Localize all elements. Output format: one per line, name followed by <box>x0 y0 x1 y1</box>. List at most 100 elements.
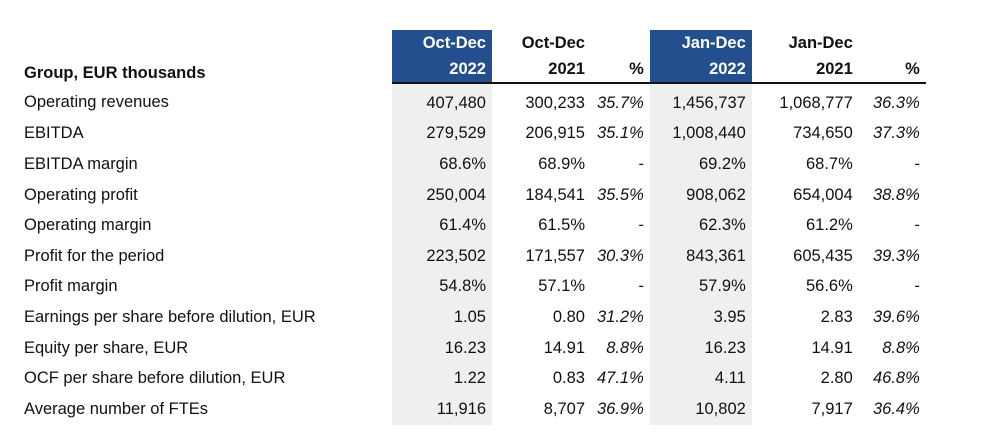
cell-jan-dec-2022: 3.95 <box>649 302 752 333</box>
cell-year-change: 46.8% <box>873 369 920 388</box>
cell-quarter-change: 31.2% <box>597 307 644 326</box>
table-row: EBITDA margin 68.6% 68.9% - 69.2% 68.7% … <box>18 149 926 180</box>
row-label: Equity per share, EUR <box>24 338 189 357</box>
cell-jan-dec-2021: 61.2% <box>806 216 853 235</box>
header-year-2021-y: 2021 <box>751 56 859 84</box>
cell-jan-dec-2021: 2.83 <box>820 307 853 326</box>
cell-oct-dec-2022: 250,004 <box>392 179 492 211</box>
cell-jan-dec-2021: 68.7% <box>806 154 853 173</box>
cell-oct-dec-2021: 300,233 <box>525 93 585 112</box>
cell-year-change: - <box>914 277 920 296</box>
cell-oct-dec-2022: 61.4% <box>392 210 492 241</box>
cell-jan-dec-2022: 62.3% <box>649 210 752 241</box>
table-row: Earnings per share before dilution, EUR … <box>18 302 926 333</box>
cell-oct-dec-2022: 279,529 <box>392 118 492 150</box>
cell-jan-dec-2021: 1,068,777 <box>779 93 853 112</box>
cell-quarter-change: 47.1% <box>597 369 644 388</box>
cell-year-change: 36.4% <box>873 399 920 418</box>
cell-oct-dec-2021: 171,557 <box>525 246 585 265</box>
header-oct-dec-2021: Oct-Dec <box>521 33 585 52</box>
row-label: Operating margin <box>24 216 152 235</box>
row-label: Operating revenues <box>24 93 169 112</box>
corner-label: Group, EUR thousands <box>24 64 206 82</box>
header-pct-q: % <box>591 56 650 84</box>
cell-jan-dec-2021: 2.80 <box>820 369 853 388</box>
table-body: Operating revenues 407,480 300,233 35.7%… <box>18 83 926 425</box>
table-row: Equity per share, EUR 16.23 14.91 8.8% 1… <box>18 332 926 364</box>
header-pct-y: % <box>858 56 926 84</box>
cell-jan-dec-2021: 14.91 <box>811 338 853 357</box>
header-year-2022-y: 2022 <box>649 56 752 84</box>
header-row-top: Group, EUR thousands Oct-Dec Oct-Dec Jan… <box>18 30 926 82</box>
cell-year-change: 39.3% <box>873 246 920 265</box>
cell-oct-dec-2021: 61.5% <box>538 216 585 235</box>
cell-oct-dec-2022: 54.8% <box>392 271 492 303</box>
row-label: Average number of FTEs <box>24 399 209 418</box>
cell-oct-dec-2021: 206,915 <box>525 124 585 143</box>
table-row: Operating margin 61.4% 61.5% - 62.3% 61.… <box>18 210 926 241</box>
cell-year-change: 38.8% <box>873 185 920 204</box>
cell-oct-dec-2021: 57.1% <box>538 277 585 296</box>
cell-oct-dec-2021: 14.91 <box>543 338 585 357</box>
cell-jan-dec-2022: 908,062 <box>649 179 752 211</box>
cell-quarter-change: - <box>638 154 644 173</box>
cell-year-change: 8.8% <box>882 338 920 357</box>
cell-jan-dec-2021: 654,004 <box>793 185 853 204</box>
cell-quarter-change: 35.5% <box>597 185 644 204</box>
table-row: OCF per share before dilution, EUR 1.22 … <box>18 363 926 394</box>
row-label: Profit for the period <box>24 246 165 265</box>
header-year-2022-q: 2022 <box>392 56 492 84</box>
header-row-bottom: 2022 2021 % 2022 2021 % <box>18 56 926 84</box>
cell-jan-dec-2021: 734,650 <box>793 124 853 143</box>
cell-quarter-change: 36.9% <box>597 399 644 418</box>
table-row: Operating revenues 407,480 300,233 35.7%… <box>18 83 926 119</box>
row-label: EBITDA <box>24 124 84 143</box>
cell-oct-dec-2021: 8,707 <box>543 399 585 418</box>
cell-jan-dec-2022: 1,456,737 <box>649 83 752 119</box>
header-jan-dec-2022: Jan-Dec <box>649 30 752 56</box>
table-row: Profit margin 54.8% 57.1% - 57.9% 56.6% … <box>18 271 926 303</box>
cell-quarter-change: 35.1% <box>597 124 644 143</box>
cell-jan-dec-2022: 69.2% <box>649 149 752 180</box>
cell-jan-dec-2022: 10,802 <box>649 393 752 425</box>
cell-year-change: - <box>914 216 920 235</box>
table-row: Operating profit 250,004 184,541 35.5% 9… <box>18 179 926 211</box>
cell-jan-dec-2022: 57.9% <box>649 271 752 303</box>
table-header: Group, EUR thousands Oct-Dec Oct-Dec Jan… <box>18 30 926 84</box>
cell-oct-dec-2021: 0.83 <box>552 369 585 388</box>
cell-quarter-change: 35.7% <box>597 93 644 112</box>
cell-jan-dec-2021: 605,435 <box>793 246 853 265</box>
header-quarter-change <box>591 30 650 56</box>
cell-oct-dec-2022: 16.23 <box>392 332 492 364</box>
cell-oct-dec-2022: 407,480 <box>392 83 492 119</box>
cell-year-change: 36.3% <box>873 93 920 112</box>
cell-quarter-change: - <box>638 216 644 235</box>
cell-year-change: - <box>914 154 920 173</box>
row-label: EBITDA margin <box>24 154 138 173</box>
cell-quarter-change: 8.8% <box>606 338 644 357</box>
cell-year-change: 37.3% <box>873 124 920 143</box>
cell-jan-dec-2021: 7,917 <box>811 399 853 418</box>
row-label: Earnings per share before dilution, EUR <box>24 307 316 326</box>
cell-oct-dec-2021: 184,541 <box>525 185 585 204</box>
cell-jan-dec-2022: 1,008,440 <box>649 118 752 150</box>
header-oct-dec-2022: Oct-Dec <box>392 30 492 56</box>
cell-jan-dec-2022: 843,361 <box>649 240 752 272</box>
cell-oct-dec-2022: 1.05 <box>392 302 492 333</box>
cell-oct-dec-2022: 1.22 <box>392 363 492 394</box>
row-label: OCF per share before dilution, EUR <box>24 369 286 388</box>
header-jan-dec-2021: Jan-Dec <box>788 33 853 52</box>
row-label: Operating profit <box>24 185 138 204</box>
table-row: EBITDA 279,529 206,915 35.1% 1,008,440 7… <box>18 118 926 150</box>
financial-summary-table: Group, EUR thousands Oct-Dec Oct-Dec Jan… <box>18 30 926 425</box>
cell-year-change: 39.6% <box>873 307 920 326</box>
cell-jan-dec-2021: 56.6% <box>806 277 853 296</box>
row-label: Profit margin <box>24 277 118 296</box>
table-row: Average number of FTEs 11,916 8,707 36.9… <box>18 393 926 425</box>
header-year-change <box>859 30 926 56</box>
table-row: Profit for the period 223,502 171,557 30… <box>18 240 926 272</box>
cell-quarter-change: 30.3% <box>597 246 644 265</box>
cell-oct-dec-2022: 223,502 <box>392 240 492 272</box>
cell-oct-dec-2022: 68.6% <box>392 149 492 180</box>
